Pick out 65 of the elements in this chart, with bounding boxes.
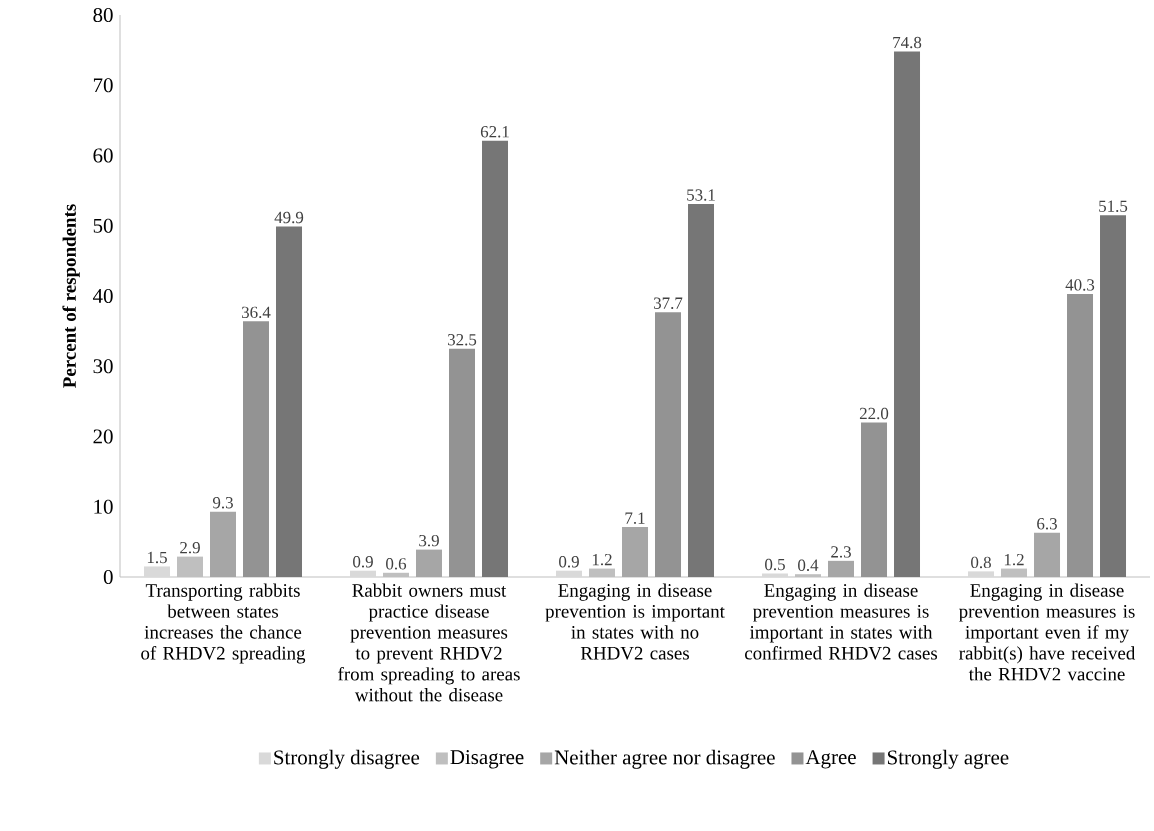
y-tick-label: 70 <box>93 78 113 93</box>
data-label: 0.9 <box>353 555 373 568</box>
legend-label: Strongly agree <box>887 749 1009 769</box>
bar <box>861 422 888 577</box>
bar <box>1034 532 1061 577</box>
bar <box>1100 215 1127 577</box>
data-label: 40.3 <box>1065 279 1095 291</box>
data-label: 3.9 <box>419 534 439 547</box>
data-label: 0.4 <box>798 559 819 571</box>
data-label: 36.4 <box>242 306 271 319</box>
y-tick-label: 80 <box>93 7 113 23</box>
legend-label: Agree <box>805 750 856 769</box>
data-label: 53.1 <box>687 189 715 201</box>
bar <box>210 511 236 577</box>
bar <box>828 560 855 577</box>
bar <box>968 571 995 577</box>
bar <box>894 51 921 577</box>
data-label: 74.8 <box>893 36 922 49</box>
y-tick-label: 40 <box>92 288 113 304</box>
y-tick-label: 20 <box>93 429 113 444</box>
data-label: 49.9 <box>274 211 304 224</box>
y-tick-label: 10 <box>94 499 113 514</box>
x-tick-label: Engaging in disease prevention measures is important even if my rabbit(s) have received the RHDV2 vaccine <box>959 583 1136 681</box>
x-tick-label: Rabbit owners must practice disease prevention measures to prevent RHDV2 from spreading to areas without the disease <box>338 583 520 702</box>
legend-label: Neither agree nor disagree <box>554 749 775 769</box>
bar <box>243 321 269 577</box>
data-label: 2.3 <box>831 546 851 558</box>
x-tick-label: Engaging in disease prevention measures is important in states with confirmed RHDV2 cases <box>745 583 938 660</box>
data-label: 1.2 <box>1004 553 1024 566</box>
data-label: 0.8 <box>971 556 991 569</box>
data-label: 51.5 <box>1099 200 1128 213</box>
bar <box>1067 293 1094 577</box>
data-label: 9.3 <box>212 497 233 509</box>
data-label: 1.5 <box>147 551 167 564</box>
data-label: 32.5 <box>448 334 477 346</box>
bar <box>556 570 582 577</box>
legend-label: Strongly disagree <box>274 749 420 769</box>
x-tick-label: Transporting rabbits between states increases the chance of RHDV2 spreading <box>141 583 306 664</box>
y-tick-label: 30 <box>93 359 113 374</box>
data-label: 6.3 <box>1037 518 1057 530</box>
data-label: 0.6 <box>386 558 407 570</box>
data-label: 1.2 <box>592 553 612 566</box>
bar <box>482 140 508 577</box>
bar <box>449 348 475 577</box>
bar <box>622 527 649 577</box>
data-label: 2.9 <box>180 541 200 554</box>
x-tick-label: Engaging in disease prevention is important in states with no RHDV2 cases <box>545 583 725 660</box>
bar <box>350 570 376 577</box>
bar <box>416 549 442 577</box>
data-label: 37.7 <box>654 297 683 309</box>
data-label: 62.1 <box>480 126 509 138</box>
bar <box>655 312 682 577</box>
y-axis-title: Percent of respondents <box>62 204 80 388</box>
bar <box>688 203 715 577</box>
bar <box>762 573 789 577</box>
legend-label: Disagree <box>450 750 524 769</box>
bar <box>276 226 302 577</box>
bar <box>144 566 170 577</box>
y-tick-label: 50 <box>93 218 113 233</box>
data-label: 22.0 <box>859 407 889 420</box>
y-tick-label: 60 <box>93 148 113 163</box>
y-tick-label: 0 <box>103 569 113 585</box>
data-label: 7.1 <box>625 512 645 524</box>
data-label: 0.5 <box>765 558 785 571</box>
data-label: 0.9 <box>559 555 579 568</box>
